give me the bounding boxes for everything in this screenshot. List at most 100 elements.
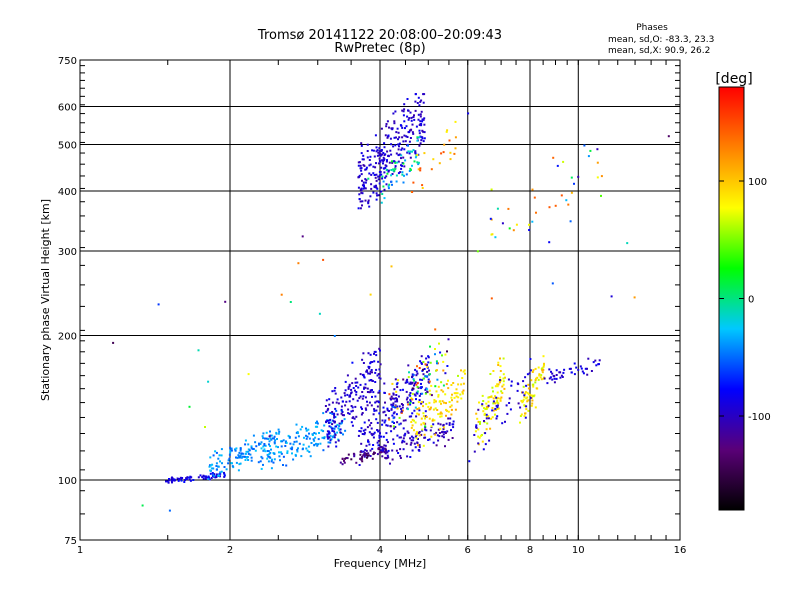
data-point	[313, 443, 316, 446]
data-point	[382, 406, 385, 409]
y-tick-label: 600	[58, 103, 77, 114]
data-point	[515, 223, 518, 226]
data-point	[491, 416, 494, 419]
data-point	[392, 425, 395, 428]
data-point	[326, 435, 329, 438]
data-point	[411, 388, 414, 391]
data-point	[295, 431, 298, 434]
data-point	[397, 143, 400, 146]
data-point	[426, 365, 429, 368]
data-point	[512, 229, 515, 232]
data-point	[242, 452, 245, 455]
data-point	[358, 464, 361, 466]
data-point	[491, 233, 494, 236]
data-point	[297, 435, 300, 438]
data-point	[380, 451, 383, 454]
data-point	[462, 370, 465, 373]
data-point	[265, 431, 268, 434]
data-point	[452, 426, 455, 429]
data-point	[395, 180, 398, 183]
data-point	[568, 367, 571, 370]
data-point	[368, 366, 371, 368]
data-point	[311, 433, 314, 436]
data-point	[188, 478, 191, 481]
data-point	[380, 435, 383, 438]
data-point	[355, 461, 358, 464]
data-point	[392, 442, 395, 445]
data-point	[383, 188, 386, 191]
data-point	[327, 419, 330, 422]
data-point	[380, 190, 383, 193]
data-point	[267, 450, 270, 453]
data-point	[434, 353, 436, 356]
data-point	[347, 408, 350, 411]
data-point	[378, 150, 381, 153]
data-point	[380, 173, 383, 176]
data-point	[394, 426, 397, 428]
data-point	[409, 403, 412, 406]
data-point	[393, 427, 396, 430]
data-point	[425, 357, 428, 360]
data-point	[406, 455, 409, 458]
data-point	[500, 396, 503, 399]
data-point	[373, 186, 376, 189]
data-point	[282, 455, 285, 458]
data-point	[361, 179, 363, 182]
data-point	[434, 328, 437, 331]
data-point	[361, 460, 364, 463]
data-point	[413, 419, 415, 422]
data-point	[496, 408, 499, 410]
data-point	[422, 130, 425, 133]
data-point	[398, 423, 401, 426]
data-point	[299, 428, 302, 431]
data-point	[278, 451, 280, 454]
data-point	[393, 136, 396, 139]
data-point	[371, 447, 374, 450]
data-point	[442, 426, 445, 429]
data-point	[289, 442, 292, 445]
data-point	[360, 442, 363, 445]
data-point	[483, 413, 486, 416]
data-point	[363, 387, 365, 390]
data-point	[250, 459, 253, 462]
data-point	[368, 367, 371, 370]
data-point	[360, 458, 363, 461]
data-point	[453, 392, 456, 395]
data-point	[416, 372, 419, 375]
data-point	[239, 454, 242, 457]
data-point	[419, 360, 422, 363]
data-point	[502, 380, 505, 383]
data-point	[525, 405, 528, 408]
data-point	[263, 443, 266, 445]
data-point	[305, 434, 307, 437]
data-point	[405, 390, 408, 393]
data-point	[442, 424, 445, 427]
data-point	[384, 448, 387, 451]
data-point	[331, 427, 334, 430]
data-point	[535, 387, 538, 390]
data-point	[217, 465, 220, 468]
data-point	[434, 348, 436, 350]
data-point	[417, 444, 420, 447]
data-point	[424, 410, 427, 413]
data-point	[409, 443, 412, 446]
data-point	[168, 478, 170, 480]
data-point	[400, 148, 403, 151]
data-point	[262, 432, 265, 435]
data-point	[364, 168, 367, 171]
data-point	[378, 451, 381, 454]
data-point	[334, 433, 337, 436]
data-point	[449, 417, 452, 420]
data-point	[416, 412, 419, 415]
data-point	[492, 409, 495, 412]
data-point	[358, 430, 361, 432]
y-tick-label: 500	[58, 141, 77, 152]
data-point	[428, 373, 431, 376]
colorbar-tick-label: -100	[748, 412, 771, 423]
data-point	[271, 437, 274, 440]
data-point	[425, 429, 428, 432]
data-point	[386, 424, 389, 427]
data-point	[366, 456, 368, 459]
data-point	[445, 414, 447, 417]
data-point	[551, 378, 554, 381]
